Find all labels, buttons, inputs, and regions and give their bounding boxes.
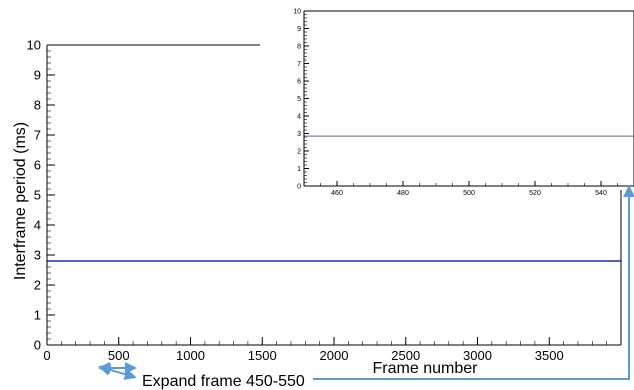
inset-axes-frame	[303, 10, 634, 187]
y-tick-label: 6	[34, 158, 41, 173]
connector-arrow	[313, 185, 634, 380]
y-tick-label: 2	[34, 278, 41, 293]
y-tick-label: 2	[297, 148, 301, 155]
double-arrow-line	[98, 363, 137, 381]
y-tick-label: 0	[297, 183, 301, 190]
x-tick-label: 460	[331, 190, 343, 197]
x-tick-label: 540	[595, 190, 607, 197]
x-tick-label: 0	[43, 348, 50, 363]
expand-annotation: Expand frame 450-550	[98, 185, 634, 390]
y-tick-label: 8	[297, 43, 301, 50]
y-tick-label: 10	[27, 38, 41, 53]
inset-background	[300, 10, 634, 186]
inset-chart: 0 1 2 3 4 5 6 7 8 9 10 460 480 500 520 540	[293, 8, 634, 197]
main-axes-frame	[46, 44, 622, 346]
x-tick-label: 480	[397, 190, 409, 197]
y-tick-label: 3	[34, 248, 41, 263]
y-tick-label: 5	[34, 188, 41, 203]
y-tick-label: 1	[34, 308, 41, 323]
y-tick-label: 6	[297, 78, 301, 85]
x-tick-label: 1000	[176, 348, 205, 363]
x-tick-label: 520	[529, 190, 541, 197]
y-tick-label: 8	[34, 98, 41, 113]
x-tick-label: 2500	[391, 348, 420, 363]
x-tick-label: 3000	[463, 348, 492, 363]
y-tick-label: 1	[297, 166, 301, 173]
inset-tick-labels: 0 1 2 3 4 5 6 7 8 9 10 460 480 500 520 540	[293, 8, 607, 197]
y-tick-label: 0	[34, 338, 41, 353]
x-tick-label: 1500	[248, 348, 277, 363]
x-tick-label: 500	[108, 348, 130, 363]
y-tick-label: 7	[297, 61, 301, 68]
y-tick-label: 9	[34, 68, 41, 83]
x-tick-label: 3500	[535, 348, 564, 363]
main-y-axis-title: Interframe period (ms)	[12, 122, 29, 280]
x-tick-label: 500	[463, 190, 475, 197]
y-tick-label: 3	[297, 131, 301, 138]
y-tick-label: 4	[297, 113, 301, 120]
y-tick-label: 5	[297, 96, 301, 103]
y-tick-label: 4	[34, 218, 41, 233]
x-tick-label: 2000	[320, 348, 349, 363]
y-tick-label: 10	[293, 8, 301, 15]
annotation-text: Expand frame 450-550	[142, 373, 305, 390]
y-tick-label: 7	[34, 128, 41, 143]
main-x-axis-title: Frame number	[373, 360, 479, 377]
y-tick-label: 9	[297, 26, 301, 33]
